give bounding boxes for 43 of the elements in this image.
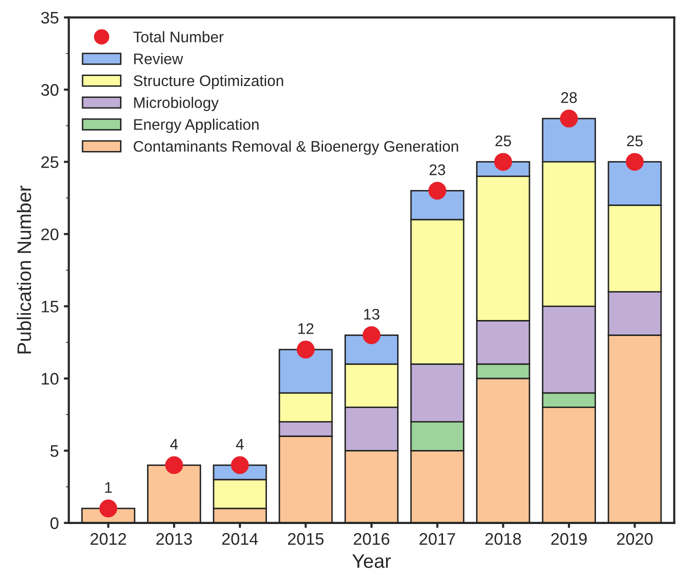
y-tick-label: 20 <box>41 228 58 240</box>
data-label: 1 <box>105 482 112 493</box>
y-tick-label: 25 <box>41 156 58 168</box>
point <box>99 500 118 518</box>
data-label: 13 <box>364 308 380 320</box>
point <box>560 110 578 128</box>
legend-label: Contaminants Removal & Bioenergy Generation <box>134 140 458 155</box>
data-label: 25 <box>627 136 643 146</box>
point <box>428 182 446 200</box>
legend-label: Energy Application <box>134 118 259 133</box>
y-tick-label: 10 <box>42 372 58 385</box>
point <box>296 340 315 359</box>
x-tick-label: 2020 <box>617 533 653 545</box>
y-tick-label: 0 <box>50 517 58 530</box>
x-tick-label: 2019 <box>551 533 587 545</box>
point <box>165 456 184 474</box>
y-tick-label: 30 <box>41 84 58 96</box>
y-axis-title: Publication Number <box>16 186 32 354</box>
legend-label: Structure Optimization <box>134 74 284 90</box>
x-tick-label: 2012 <box>90 533 126 545</box>
x-tick-label: 2014 <box>222 533 258 545</box>
x-tick-label: 2018 <box>485 533 521 545</box>
point <box>362 326 380 344</box>
x-tick-label: 2015 <box>288 533 324 545</box>
data-label: 12 <box>298 323 314 334</box>
y-tick-label: 35 <box>41 12 58 24</box>
legend-label: Review <box>134 53 184 64</box>
y-tick-label: 5 <box>50 445 58 457</box>
data-label: 4 <box>236 438 244 450</box>
legend-label: Microbiology <box>134 96 219 112</box>
x-tick-label: 2013 <box>156 533 192 545</box>
x-tick-label: 2017 <box>420 533 456 545</box>
point <box>626 152 644 171</box>
data-label: 28 <box>561 92 577 104</box>
x-axis-title: Year <box>352 554 391 568</box>
point <box>230 456 249 474</box>
x-tick-label: 2016 <box>354 533 390 545</box>
data-label: 4 <box>170 438 178 450</box>
point <box>494 152 512 171</box>
data-label: 23 <box>430 164 446 176</box>
data-label: 25 <box>495 136 511 146</box>
y-tick-label: 15 <box>42 300 58 312</box>
legend-label: Total Number <box>133 31 224 42</box>
